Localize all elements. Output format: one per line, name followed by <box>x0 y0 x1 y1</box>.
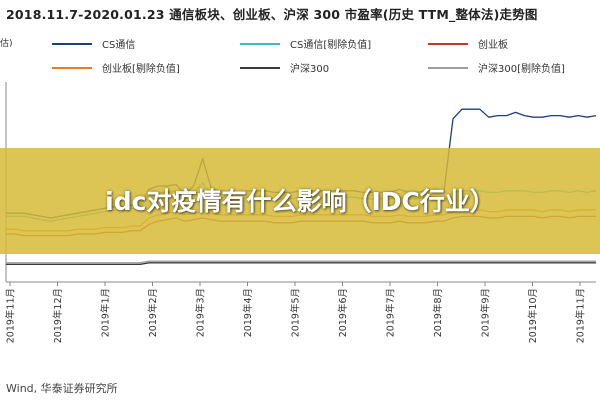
chart-legend: CS通信 CS通信[剔除负值] 创业板 创业板[剔除负值] 沪深300 沪深30… <box>0 32 600 78</box>
x-tick-label: 2019年3月 <box>195 288 207 337</box>
x-tick-label: 2019年5月 <box>290 288 302 337</box>
legend-swatch <box>240 42 280 45</box>
series-line-5 <box>6 260 596 264</box>
x-tick-label: 2019年9月 <box>480 288 492 337</box>
caption-banner: idc对疫情有什么影响（IDC行业） <box>0 148 600 254</box>
chart-title: 2018.11.7-2020.01.23 通信板块、创业板、沪深 300 市盈率… <box>6 7 538 22</box>
x-tick-label: 2019年6月 <box>337 288 349 337</box>
legend-item: 创业板 <box>428 36 508 51</box>
legend-label: 创业板[剔除负值] <box>102 64 180 75</box>
series-line-4 <box>6 262 596 266</box>
x-tick-label: 2019年8月 <box>432 288 444 337</box>
legend-swatch <box>240 66 280 69</box>
legend-swatch <box>428 66 468 69</box>
x-tick-label: 2019年2月 <box>147 288 159 337</box>
x-tick-label: 2019年7月 <box>385 288 397 337</box>
x-tick-label: 2019年10月 <box>527 288 539 343</box>
legend-swatch <box>52 42 92 45</box>
legend-swatch <box>428 42 468 45</box>
x-tick-label: 2019年11月 <box>575 288 587 343</box>
legend-item: CS通信[剔除负值] <box>240 36 371 51</box>
source-note: Wind, 华泰证券研究所 <box>6 382 118 395</box>
legend-item: CS通信 <box>52 36 135 51</box>
legend-label: CS通信 <box>102 40 136 51</box>
x-tick-label: 2019年1月 <box>100 288 112 337</box>
legend-label: 沪深300 <box>290 64 330 75</box>
legend-item: 沪深300[剔除负值] <box>428 60 565 75</box>
legend-label: 创业板 <box>478 40 508 51</box>
y-axis-label-fragment: 估) <box>0 39 13 49</box>
legend-item: 沪深300 <box>240 60 329 75</box>
x-tick-label: 2019年4月 <box>242 288 254 337</box>
caption-text: idc对疫情有什么影响（IDC行业） <box>105 186 495 216</box>
legend-label: CS通信[剔除负值] <box>290 40 372 51</box>
x-tick-label: 2019年11月 <box>5 288 17 343</box>
legend-swatch <box>52 66 92 69</box>
legend-label: 沪深300[剔除负值] <box>478 64 565 75</box>
x-tick-label: 2019年12月 <box>52 288 64 343</box>
legend-item: 创业板[剔除负值] <box>52 60 180 75</box>
